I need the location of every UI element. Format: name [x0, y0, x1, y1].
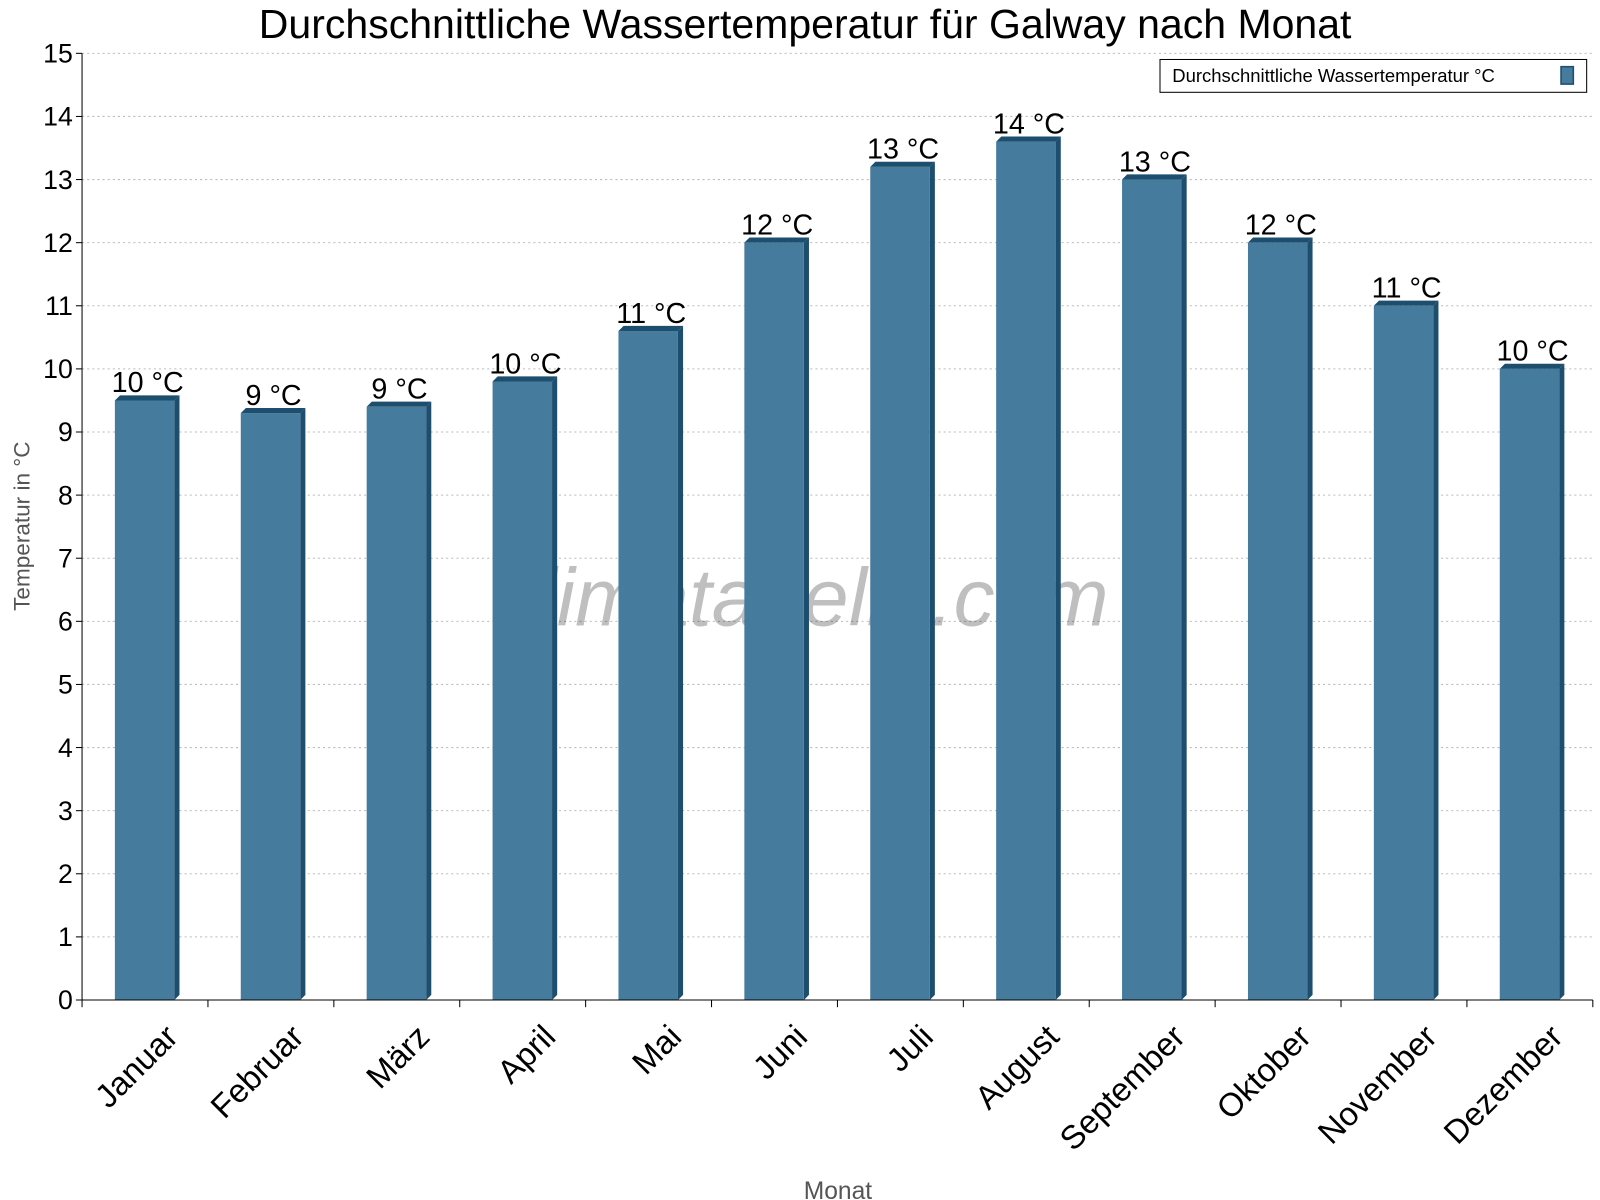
- x-tick-label: April: [490, 1018, 563, 1091]
- x-tick-label: November: [1310, 1018, 1443, 1151]
- bar-top: [996, 136, 1061, 142]
- bar-group: 11 °C: [616, 298, 686, 1000]
- y-tick-label: 14: [43, 102, 73, 132]
- bar-side: [300, 407, 306, 1000]
- data-label: 10 °C: [112, 367, 184, 399]
- y-tick-label: 0: [58, 985, 73, 1015]
- x-tick-label: Februar: [203, 1018, 310, 1125]
- bar-top: [240, 407, 306, 414]
- bar-side: [1559, 363, 1565, 1000]
- bar-group: 12 °C: [741, 209, 813, 1001]
- y-tick-label: 10: [43, 354, 73, 384]
- y-tick-label: 7: [58, 543, 73, 573]
- bar-side: [1307, 237, 1313, 1001]
- y-tick-label: 15: [43, 39, 73, 69]
- data-label: 11 °C: [616, 298, 686, 330]
- bar-group: 12 °C: [1245, 209, 1317, 1001]
- bar-group: 11 °C: [1372, 273, 1442, 1001]
- legend-swatch: [1560, 65, 1575, 85]
- bar-top: [1247, 237, 1313, 243]
- data-label: 9 °C: [246, 380, 302, 412]
- bar: [1499, 368, 1560, 1000]
- bar-top: [1373, 300, 1439, 306]
- bar-side: [552, 376, 558, 1000]
- x-tick-label: Oktober: [1209, 1018, 1318, 1127]
- y-tick-label: 2: [58, 859, 73, 889]
- x-tick-label: März: [359, 1018, 437, 1096]
- data-label: 10 °C: [489, 348, 561, 380]
- bar: [870, 166, 930, 1000]
- bar: [240, 413, 301, 1000]
- bar-group: 9 °C: [240, 380, 306, 1000]
- data-label: 13 °C: [1119, 146, 1191, 178]
- data-label: 11 °C: [1372, 273, 1442, 305]
- y-axis-label: Temperatur in °C: [10, 441, 35, 610]
- x-tick-label: September: [1052, 1018, 1192, 1158]
- bar-side: [677, 325, 684, 1000]
- x-tick-label: Juni: [745, 1018, 814, 1087]
- bar-top: [870, 161, 935, 167]
- bar-side: [174, 395, 180, 1000]
- legend-box: [1159, 58, 1588, 93]
- bar-top: [618, 325, 684, 332]
- bar-top: [114, 395, 180, 401]
- bar: [996, 141, 1056, 1000]
- bar-group: 13 °C: [1119, 146, 1191, 1001]
- bar-top: [1122, 174, 1187, 180]
- bar-group: 14 °C: [993, 108, 1065, 1001]
- bar-group: 10 °C: [1497, 336, 1569, 1000]
- bar-top: [492, 376, 558, 382]
- data-label: 9 °C: [371, 374, 427, 406]
- bar: [366, 406, 427, 1000]
- bar: [618, 331, 678, 1000]
- data-label: 12 °C: [1245, 209, 1317, 241]
- y-tick-label: 1: [58, 922, 73, 952]
- bar-side: [1433, 300, 1439, 1001]
- bar-top: [366, 401, 432, 407]
- x-tick-label: Juli: [879, 1018, 940, 1079]
- y-tick-label: 3: [58, 796, 73, 826]
- data-label: 10 °C: [1497, 336, 1569, 368]
- bar: [114, 400, 175, 1000]
- bar-group: 10 °C: [489, 348, 561, 1000]
- bar-group: 10 °C: [112, 367, 184, 1000]
- y-tick-label: 4: [58, 733, 73, 763]
- legend[interactable]: Durchschnittliche Wassertemperatur °C: [1159, 58, 1588, 93]
- y-tick-label: 11: [45, 291, 73, 321]
- bar: [744, 242, 804, 1000]
- x-axis-label: Monat: [804, 1178, 873, 1200]
- data-label: 12 °C: [741, 209, 813, 241]
- bar: [492, 381, 553, 1000]
- y-tick-label: 8: [58, 480, 73, 510]
- y-tick-label: 12: [43, 228, 73, 258]
- data-label: 13 °C: [867, 134, 939, 166]
- bar: [1122, 179, 1182, 1001]
- data-label: 14 °C: [993, 108, 1065, 140]
- chart-title: Durchschnittliche Wassertemperatur für G…: [259, 1, 1352, 47]
- bar-side: [803, 237, 809, 1001]
- legend-label: Durchschnittliche Wassertemperatur °C: [1172, 65, 1495, 86]
- x-tick-label: August: [968, 1018, 1066, 1116]
- bar-top: [1499, 363, 1565, 369]
- bars: 10 °C 9 °C 9 °C 10 °C 11 °C 12 °C 13 °C 14 °C 13…: [112, 108, 1569, 1001]
- bar-top: [744, 237, 809, 243]
- gridlines: [82, 52, 1593, 938]
- x-tick-label: Januar: [88, 1018, 185, 1115]
- bar-side: [929, 161, 935, 1001]
- y-tick-label: 6: [58, 607, 73, 637]
- y-tick-label: 5: [58, 670, 73, 700]
- y-tick-label: 9: [58, 417, 73, 447]
- bar-side: [1181, 174, 1187, 1000]
- x-tick-label: Mai: [625, 1018, 689, 1082]
- y-tick-label: 13: [43, 165, 73, 195]
- bar: [1247, 242, 1308, 1000]
- x-tick-label: Dezember: [1436, 1018, 1569, 1151]
- bar-group: 9 °C: [366, 374, 432, 1001]
- bar: [1373, 305, 1434, 1000]
- bar-side: [1055, 136, 1061, 1001]
- bar-side: [426, 401, 432, 1001]
- bar-group: 13 °C: [867, 134, 939, 1001]
